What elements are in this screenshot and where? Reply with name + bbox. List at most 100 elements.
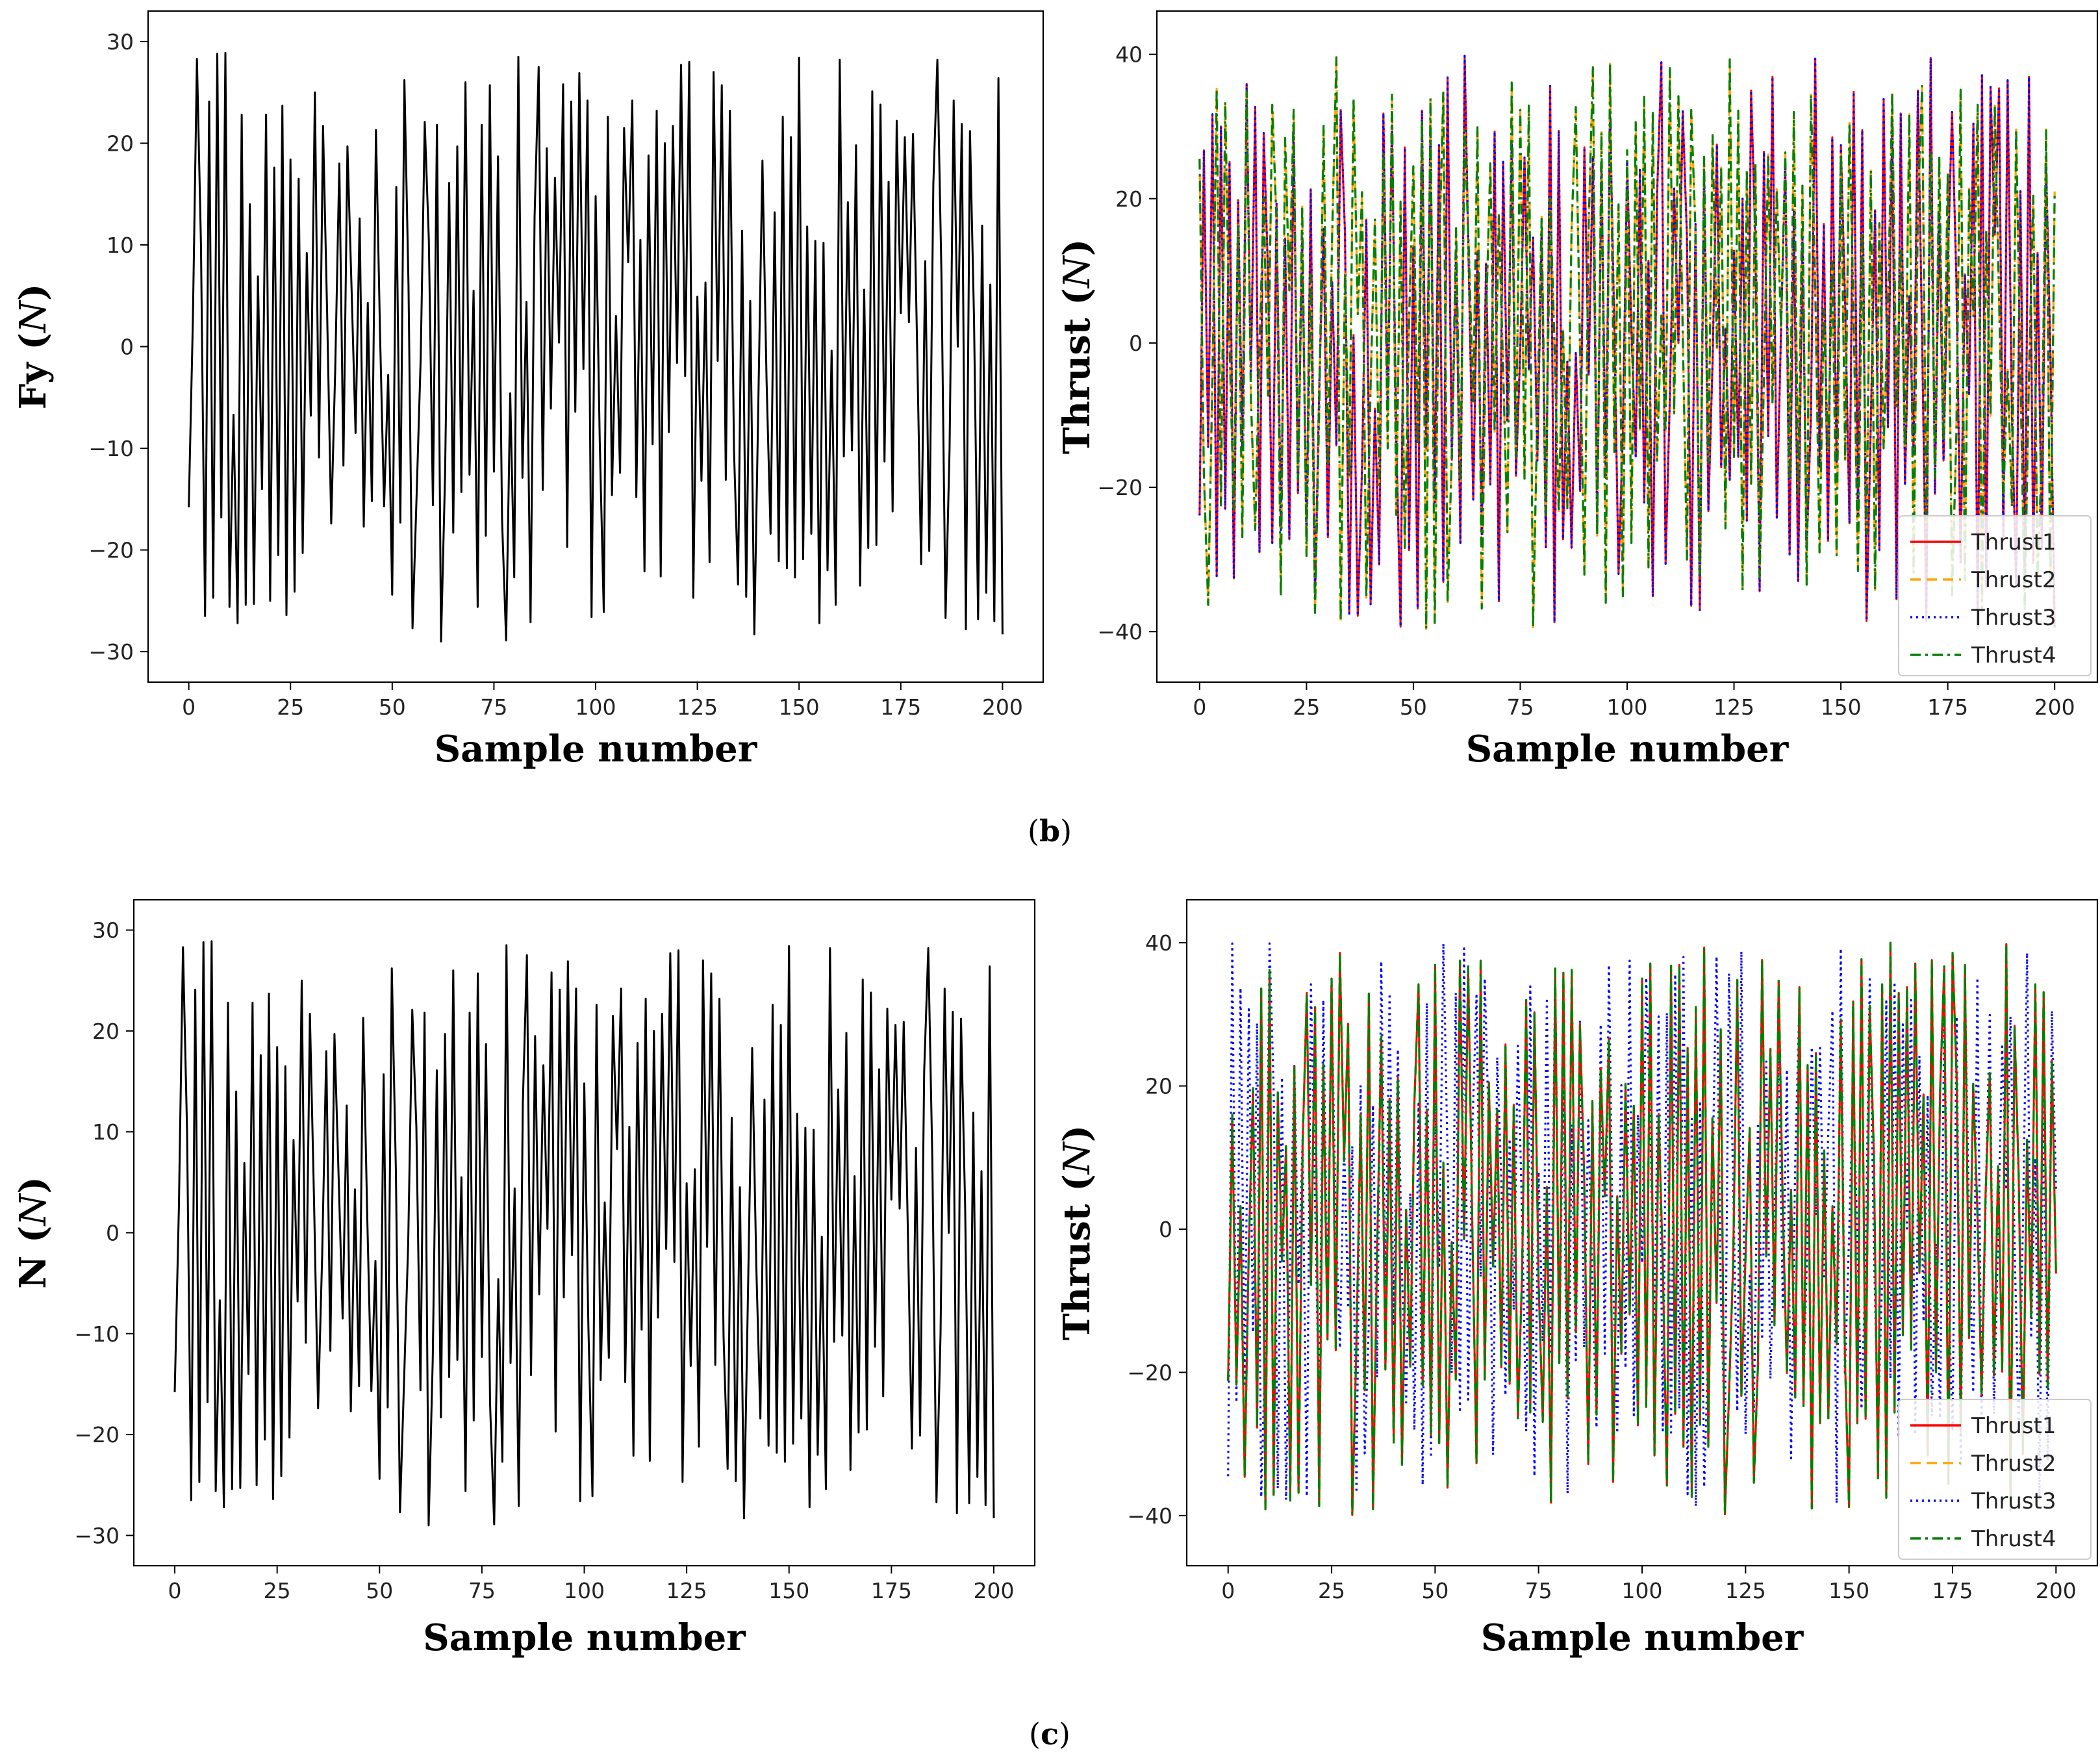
- x-tick-label: 0: [1193, 694, 1206, 720]
- x-tick-label: 25: [264, 1578, 291, 1603]
- x-tick-label: 50: [1421, 1578, 1448, 1603]
- y-tick-label: −20: [1127, 1360, 1172, 1385]
- y-tick-label: −20: [1097, 475, 1143, 500]
- y-tick-label: 0: [1159, 1217, 1172, 1242]
- y-tick-label: 10: [92, 1119, 120, 1145]
- series-group: [1227, 941, 2057, 1516]
- y-axis-label-unit: N: [12, 1193, 55, 1227]
- x-tick-label: 100: [576, 694, 616, 720]
- y-tick-label: −30: [74, 1523, 120, 1548]
- x-tick-label: 175: [1927, 694, 1968, 720]
- x-tick-label: 100: [1622, 1578, 1663, 1603]
- series-line-thrust4: [1227, 941, 2057, 1516]
- x-tick-label: 50: [1400, 694, 1427, 720]
- y-tick-label: 20: [107, 131, 134, 156]
- legend-label-thrust2: Thrust2: [1971, 567, 2056, 593]
- y-axis-label-unit: N: [1056, 255, 1098, 289]
- y-axis-label-main: Thrust (: [1056, 288, 1098, 454]
- y-tick-label: 20: [1145, 1074, 1172, 1099]
- y-tick-label: −10: [74, 1321, 120, 1347]
- y-axis-label-main: N (: [12, 1226, 55, 1289]
- x-tick-label: 125: [1725, 1578, 1766, 1603]
- x-tick-label: 150: [768, 1578, 809, 1603]
- x-tick-label: 25: [1293, 694, 1320, 720]
- y-axis-label-close: ): [1056, 239, 1098, 257]
- series-line-thrust4: [1198, 56, 2056, 630]
- x-tick-label: 100: [564, 1578, 605, 1603]
- legend: Thrust1 Thrust2 Thrust3 Thrust4: [1898, 515, 2092, 676]
- x-tick-label: 150: [1821, 694, 1862, 720]
- panel-caption-c: (c): [1029, 1716, 1070, 1752]
- x-tick-label: 125: [677, 694, 718, 720]
- y-tick-label: 30: [92, 918, 120, 943]
- series-group: [1198, 55, 2056, 630]
- y-tick-label: 20: [92, 1019, 120, 1044]
- series-line-n: [173, 940, 995, 1527]
- x-tick-label: 25: [277, 694, 304, 720]
- legend-label-thrust1: Thrust1: [1971, 1413, 2056, 1439]
- x-axis-label: Sample number: [1481, 1616, 1804, 1659]
- y-tick-label: 30: [107, 29, 134, 55]
- y-axis-label-unit: N: [1056, 1141, 1098, 1175]
- x-tick-label: 200: [2036, 1578, 2077, 1603]
- x-tick-label: 100: [1607, 694, 1648, 720]
- y-axis-label-unit: N: [12, 299, 55, 334]
- chart-n-moment: 0 25 50 75 100 125 150 175 200 −30 −20 −10 0 10 20 30 Sa…: [12, 898, 1036, 1659]
- x-tick-label: 75: [1525, 1578, 1552, 1603]
- x-axis-label: Sample number: [1466, 728, 1790, 771]
- legend-box: [1898, 1399, 2092, 1560]
- x-tick-label: 200: [2034, 694, 2075, 720]
- legend-label-thrust3: Thrust3: [1971, 605, 2056, 631]
- y-axis-label: Fy (N): [12, 284, 55, 410]
- x-tick-label: 50: [366, 1578, 393, 1603]
- y-tick-label: −40: [1127, 1503, 1172, 1529]
- x-tick-label: 200: [973, 1578, 1014, 1603]
- legend-label-thrust4: Thrust4: [1971, 1526, 2056, 1552]
- y-tick-label: 40: [1145, 930, 1172, 956]
- x-tick-label: 75: [468, 1578, 496, 1603]
- y-tick-label: 10: [107, 233, 134, 258]
- y-axis-label-main: Fy (: [12, 333, 55, 409]
- x-tick-label: 75: [1506, 694, 1534, 720]
- x-tick-label: 125: [1714, 694, 1754, 720]
- x-tick-label: 150: [1828, 1578, 1869, 1603]
- y-axis-label-close: ): [12, 1177, 55, 1194]
- y-axis-label: N (N): [12, 1177, 55, 1289]
- x-axis-label: Sample number: [435, 728, 758, 771]
- x-tick-label: 150: [779, 694, 820, 720]
- y-tick-label: 20: [1115, 186, 1143, 212]
- y-tick-label: −20: [88, 538, 134, 563]
- x-tick-label: 200: [982, 694, 1023, 720]
- chart-fy-force: 0 25 50 75 100 125 150 175 200 −30 −20 −10 0 10 20 30 Sa…: [12, 10, 1044, 771]
- y-axis-label-close: ): [1056, 1125, 1098, 1143]
- x-tick-label: 0: [168, 1578, 182, 1603]
- panel-caption-b: (b): [1028, 813, 1072, 848]
- x-tick-label: 175: [880, 694, 921, 720]
- x-tick-label: 0: [182, 694, 196, 720]
- legend-label-thrust2: Thrust2: [1971, 1451, 2056, 1477]
- x-tick-label: 175: [1932, 1578, 1973, 1603]
- legend-label-thrust4: Thrust4: [1971, 643, 2056, 669]
- legend-box: [1898, 515, 2092, 676]
- x-tick-label: 50: [379, 694, 406, 720]
- y-tick-label: 0: [1129, 331, 1143, 356]
- x-tick-label: 75: [480, 694, 507, 720]
- chart-thrust-b: 0 25 50 75 100 125 150 175 200 −40 −20 0 20 40 Sample …: [1056, 10, 2099, 771]
- legend: Thrust1 Thrust2 Thrust3 Thrust4: [1898, 1399, 2092, 1560]
- series-group: [173, 940, 995, 1527]
- series-group: [188, 51, 1004, 643]
- y-tick-label: 0: [106, 1221, 120, 1246]
- y-axis-label: Thrust (N): [1056, 239, 1098, 455]
- series-line-fy: [188, 51, 1004, 643]
- y-axis-label-close: ): [12, 284, 55, 301]
- y-tick-label: −20: [74, 1422, 120, 1447]
- y-tick-label: −10: [88, 436, 134, 461]
- y-axis-label: Thrust (N): [1056, 1125, 1098, 1341]
- x-tick-label: 125: [666, 1578, 707, 1603]
- y-axis-label-main: Thrust (: [1056, 1174, 1098, 1340]
- y-tick-label: −40: [1097, 619, 1143, 644]
- legend-label-thrust1: Thrust1: [1971, 529, 2056, 555]
- y-tick-label: 40: [1115, 42, 1143, 68]
- x-tick-label: 0: [1221, 1578, 1235, 1603]
